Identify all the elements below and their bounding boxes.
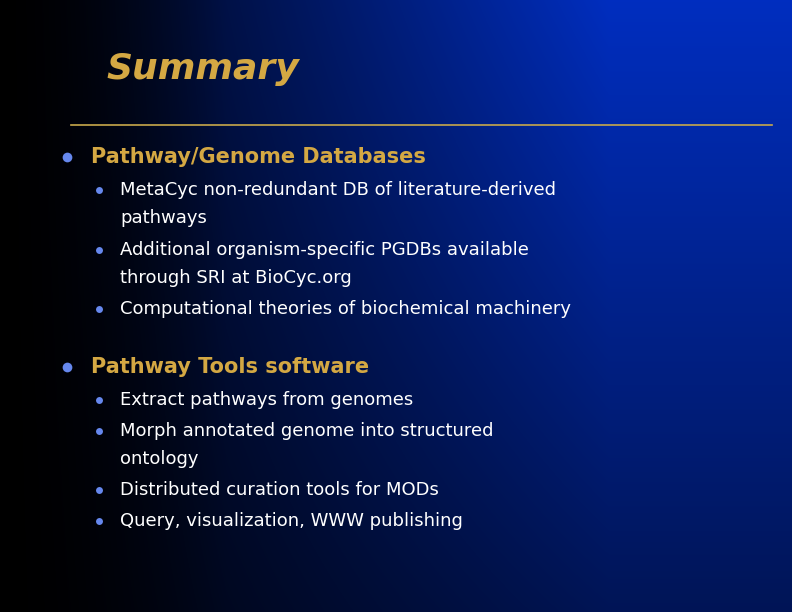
Text: Morph annotated genome into structured: Morph annotated genome into structured bbox=[120, 422, 494, 440]
Text: MetaCyc non-redundant DB of literature-derived: MetaCyc non-redundant DB of literature-d… bbox=[120, 181, 557, 200]
Text: Additional organism-specific PGDBs available: Additional organism-specific PGDBs avail… bbox=[120, 241, 529, 259]
Text: Computational theories of biochemical machinery: Computational theories of biochemical ma… bbox=[120, 300, 571, 318]
Text: pathways: pathways bbox=[120, 209, 208, 228]
Text: through SRI at BioCyc.org: through SRI at BioCyc.org bbox=[120, 269, 352, 287]
Text: Pathway Tools software: Pathway Tools software bbox=[91, 357, 369, 376]
Text: Distributed curation tools for MODs: Distributed curation tools for MODs bbox=[120, 481, 440, 499]
Text: Query, visualization, WWW publishing: Query, visualization, WWW publishing bbox=[120, 512, 463, 531]
Text: ontology: ontology bbox=[120, 450, 199, 468]
Text: Pathway/Genome Databases: Pathway/Genome Databases bbox=[91, 147, 426, 167]
Text: Extract pathways from genomes: Extract pathways from genomes bbox=[120, 390, 413, 409]
Text: Summary: Summary bbox=[107, 52, 299, 86]
